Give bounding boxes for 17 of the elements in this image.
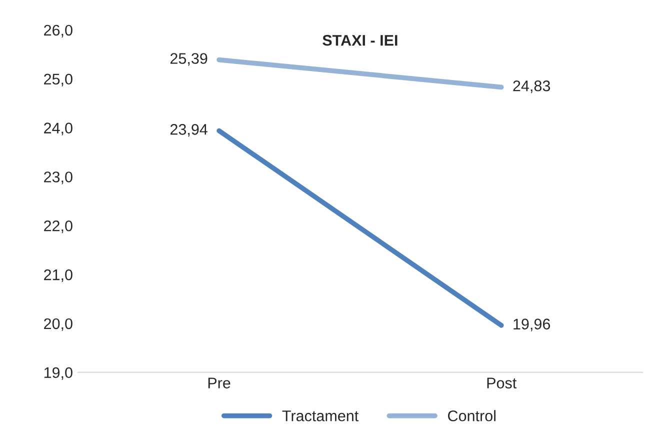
x-tick-label: Pre — [208, 378, 230, 388]
y-tick-label: 19,0 — [44, 367, 72, 380]
legend-label: Control — [448, 410, 496, 422]
chart-title: STAXI - IEI — [322, 34, 398, 46]
y-tick-label: 24,0 — [44, 122, 72, 136]
y-tick-label: 20,0 — [44, 318, 72, 331]
data-label: 25,39 — [170, 53, 208, 66]
data-label: 23,94 — [170, 124, 208, 137]
data-label: 24,83 — [513, 80, 550, 94]
y-tick-label: 25,0 — [44, 74, 72, 86]
y-tick-label: 23,0 — [44, 172, 72, 184]
data-label: 19,96 — [514, 318, 550, 332]
x-tick-label: Post — [487, 378, 517, 388]
y-tick-label: 22,0 — [44, 220, 72, 234]
y-tick-label: 21,0 — [44, 269, 72, 282]
legend-label: Tractament — [282, 410, 359, 422]
y-tick-label: 26,0 — [44, 24, 72, 38]
